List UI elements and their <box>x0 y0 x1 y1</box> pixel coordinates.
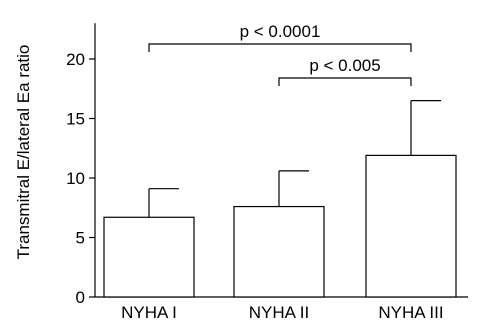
significance-bracket <box>278 77 412 86</box>
significance-label: p < 0.005 <box>309 56 380 75</box>
y-tick-label: 20 <box>66 50 85 69</box>
x-tick-label: NYHA III <box>378 303 443 322</box>
y-tick-label: 0 <box>76 288 85 307</box>
x-tick-label: NYHA I <box>121 303 177 322</box>
significance-bracket <box>148 43 412 52</box>
significance-annotations: p < 0.0001 p < 0.005 <box>148 22 412 86</box>
y-axis-title: Transmitral E/lateral Ea ratio <box>14 45 33 260</box>
bar <box>365 154 457 298</box>
x-axis-labels: NYHA I NYHA II NYHA III <box>121 303 443 322</box>
significance-label: p < 0.0001 <box>240 22 321 41</box>
bars <box>103 154 457 298</box>
y-tick-label: 10 <box>66 169 85 188</box>
y-tick-label: 5 <box>76 228 85 247</box>
error-bars <box>148 100 441 218</box>
bar <box>103 216 195 298</box>
bar <box>233 205 325 298</box>
y-tick-label: 15 <box>66 109 85 128</box>
x-tick-label: NYHA II <box>249 303 309 322</box>
